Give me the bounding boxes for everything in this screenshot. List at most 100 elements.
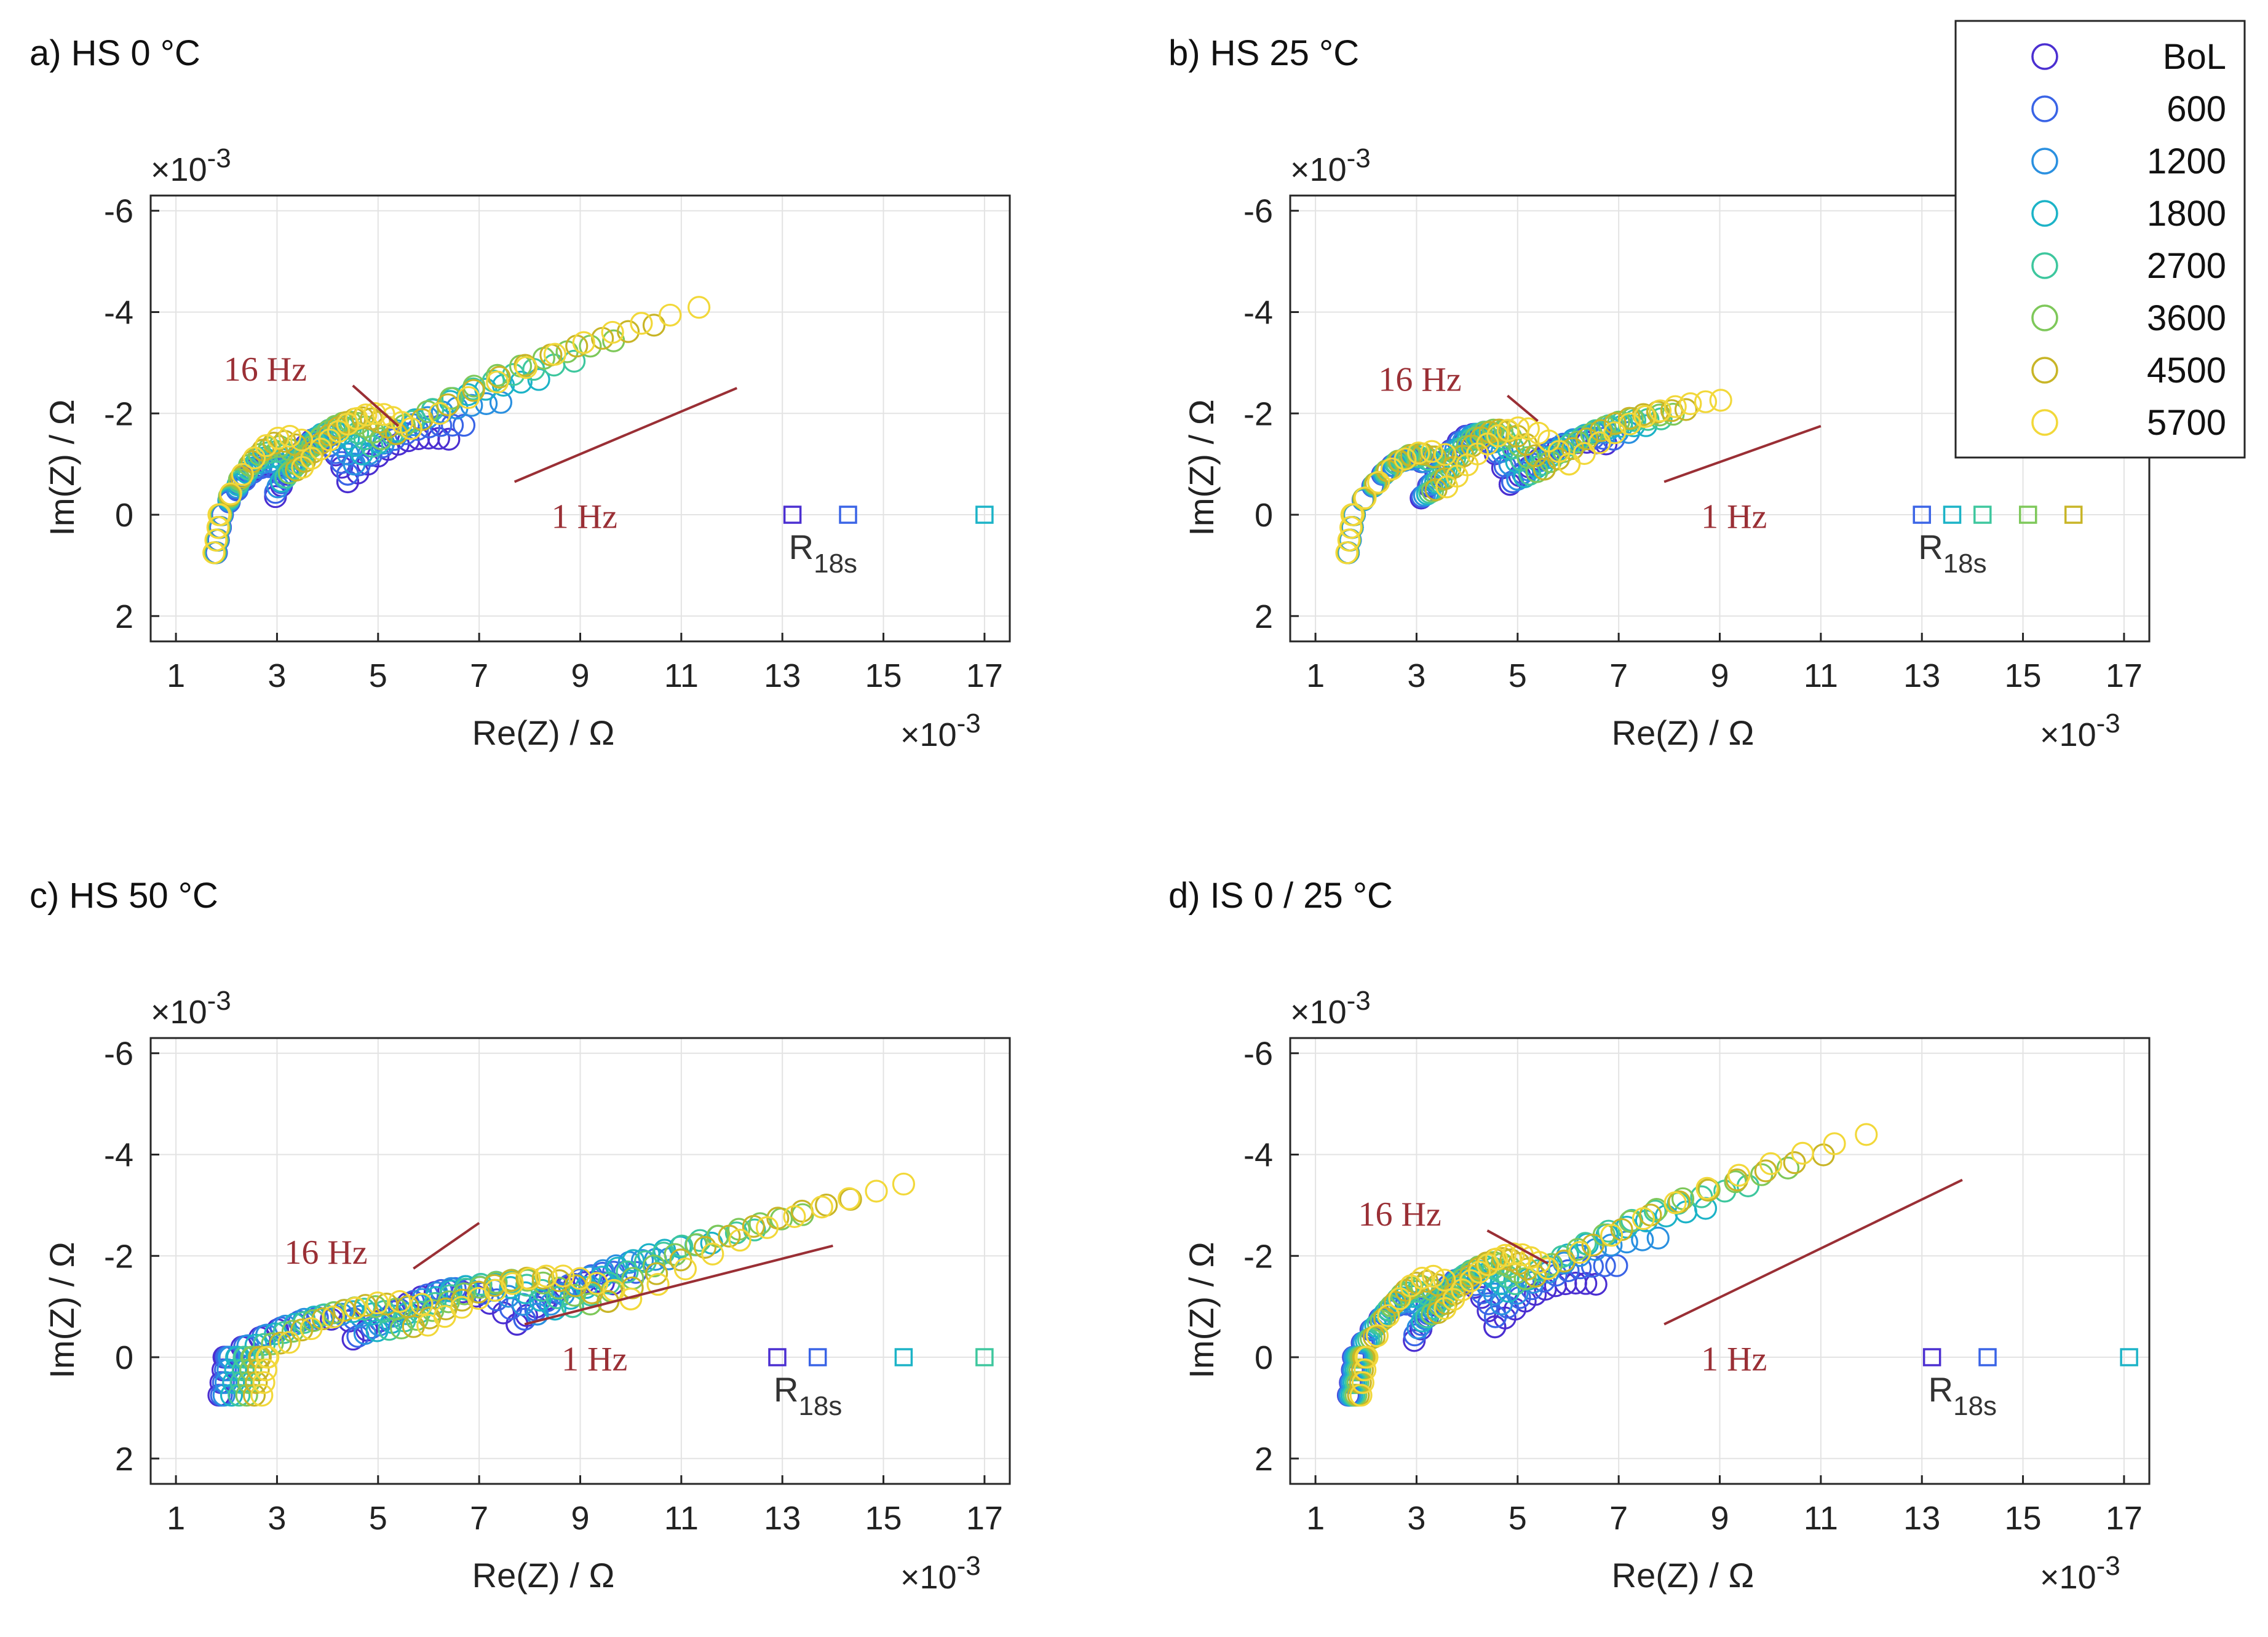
data-point (673, 1257, 697, 1281)
label-1hz: 1 Hz (561, 1340, 627, 1378)
x-tick-label: 5 (1509, 1500, 1527, 1537)
data-point (1575, 427, 1598, 451)
line-1hz (1663, 424, 1822, 483)
data-point (225, 1346, 248, 1369)
data-point (410, 1293, 434, 1316)
label-1hz: 1 Hz (1701, 497, 1767, 536)
data-point (1823, 1132, 1846, 1155)
data-point (248, 1346, 271, 1369)
r18s-marker (1922, 1348, 1941, 1366)
label-1hz: 1 Hz (552, 497, 617, 536)
data-point (1339, 516, 1363, 539)
data-point (1367, 470, 1390, 494)
data-point (232, 1346, 256, 1369)
x-axis-label: Re(Z) / Ω (1612, 713, 1755, 752)
data-point (1605, 1254, 1628, 1277)
x-tick-label: 13 (1903, 1500, 1940, 1537)
r18s-marker (2064, 505, 2083, 524)
x-tick-label: 15 (865, 657, 902, 694)
x-tick-label: 17 (966, 657, 1003, 694)
r18s-marker (2120, 1348, 2138, 1366)
x-tick-label: 1 (1306, 657, 1325, 694)
data-point (309, 437, 332, 461)
data-point (467, 1280, 490, 1304)
x-axis-label: Re(Z) / Ω (472, 1556, 615, 1595)
r18s-marker (1943, 505, 1962, 524)
r18s-marker (975, 1348, 994, 1366)
y-tick-label: -4 (1243, 294, 1273, 331)
data-point (1632, 1207, 1655, 1231)
legend-marker (2031, 357, 2058, 384)
data-point (399, 417, 422, 440)
y-tick-label: -2 (1243, 395, 1273, 432)
legend-marker (2031, 43, 2058, 70)
data-point (240, 1346, 263, 1369)
data-point (370, 427, 393, 451)
x-tick-label: 17 (966, 1500, 1003, 1537)
y-multiplier-exponent: -3 (207, 143, 231, 173)
x-tick-label: 11 (1804, 1500, 1838, 1537)
x-tick-label: 9 (1710, 657, 1729, 694)
x-tick-label: 7 (470, 1500, 488, 1537)
data-point (1566, 1238, 1590, 1261)
y-tick-label: -6 (104, 1036, 133, 1072)
legend-label: 5700 (2147, 403, 2226, 443)
data-point (1776, 1156, 1800, 1180)
data-point (1394, 447, 1417, 470)
data-point (366, 1291, 389, 1315)
data-point (518, 1267, 541, 1290)
y-multiplier: ×10-3 (1290, 143, 1371, 188)
data-point (1618, 412, 1641, 435)
label-1hz: 1 Hz (1701, 1340, 1767, 1378)
x-tick-label: 15 (865, 1500, 902, 1537)
data-point (486, 370, 509, 394)
data-point (1727, 1163, 1751, 1187)
x-tick-label: 5 (1509, 657, 1527, 694)
data-point (300, 446, 323, 470)
panel-title: d) IS 0 / 25 °C (1168, 876, 1393, 916)
y-multiplier-exponent: -3 (207, 986, 231, 1016)
data-point (1377, 1304, 1400, 1328)
data-point (1459, 1269, 1483, 1293)
x-tick-label: 15 (2005, 1500, 2042, 1537)
data-point (1505, 1261, 1529, 1284)
data-point (1724, 1170, 1747, 1194)
data-point (299, 1317, 323, 1341)
r18s-marker (808, 1348, 827, 1366)
line-16hz (1507, 394, 1539, 422)
data-point (1433, 1269, 1456, 1292)
data-point (728, 1229, 751, 1252)
y-tick-label: 0 (115, 1339, 133, 1376)
legend-label: 1200 (2147, 141, 2226, 181)
data-point (509, 370, 533, 394)
data-point (1502, 1242, 1525, 1266)
data-point (1574, 1272, 1598, 1295)
x-multiplier: ×10-3 (900, 1551, 981, 1596)
legend-box (1954, 20, 2246, 459)
legend: BoL 600 1200 1800 2700 3600 4500 5700 (1954, 20, 2246, 459)
data-point (206, 516, 229, 539)
data-point (436, 393, 459, 416)
x-tick-label: 13 (1903, 657, 1940, 694)
data-point (475, 392, 498, 415)
r18s-marker (839, 505, 857, 524)
y-tick-label: -6 (104, 193, 133, 230)
data-point (601, 320, 624, 344)
data-point (1473, 421, 1496, 444)
legend-marker (2031, 409, 2058, 436)
data-point (1619, 1210, 1642, 1233)
data-point (1415, 1305, 1438, 1328)
x-multiplier: ×10-3 (2040, 708, 2120, 753)
data-point (1340, 503, 1363, 526)
y-multiplier-exponent: -3 (1347, 986, 1371, 1016)
y-tick-label: 2 (1255, 598, 1273, 635)
data-point (1694, 390, 1718, 413)
data-point (278, 424, 301, 448)
data-point (1783, 1151, 1806, 1175)
x-tick-label: 5 (369, 1500, 387, 1537)
data-point (1407, 442, 1430, 465)
y-tick-label: 2 (1255, 1441, 1273, 1478)
data-point (1433, 1297, 1457, 1320)
